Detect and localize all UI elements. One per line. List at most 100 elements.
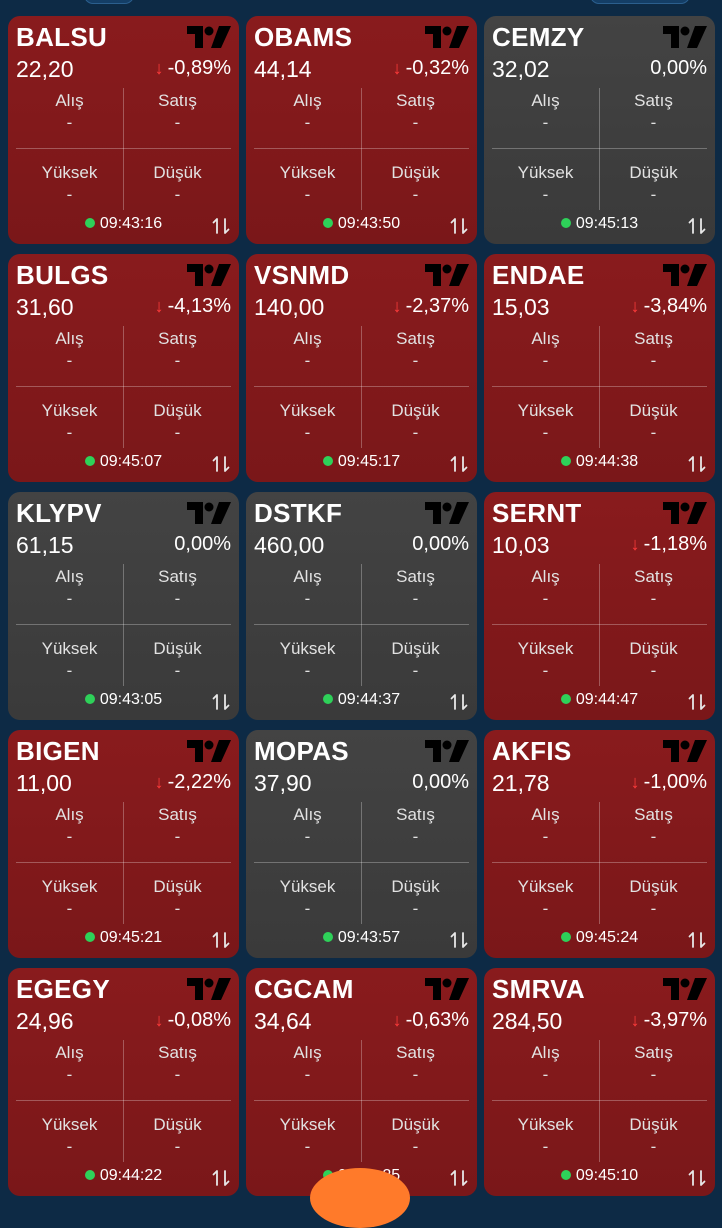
ask-value: -: [412, 589, 419, 608]
swap-vert-icon[interactable]: [687, 930, 707, 950]
tradingview-logo-icon[interactable]: [187, 264, 231, 286]
tradingview-logo-icon[interactable]: [425, 26, 469, 48]
swap-vert-icon[interactable]: [449, 454, 469, 474]
stock-tile-dstkf[interactable]: DSTKF 460,00 0,00% Alış - Satış - Yüksek: [246, 492, 477, 720]
swap-vert-icon[interactable]: [687, 216, 707, 236]
stock-tile-obams[interactable]: OBAMS 44,14 ↓ -0,32% Alış - Satış - Yüks…: [246, 16, 477, 244]
high-cell: Yüksek -: [492, 1114, 599, 1158]
percent-change-value: 0,00%: [412, 771, 469, 793]
last-price: 21,78: [492, 770, 550, 796]
swap-vert-icon[interactable]: [449, 216, 469, 236]
stock-tile-akfis[interactable]: AKFIS 21,78 ↓ -1,00% Alış - Satış - Yüks…: [484, 730, 715, 958]
swap-vert-icon[interactable]: [211, 930, 231, 950]
ask-label: Satış: [634, 91, 673, 110]
swap-vert-icon[interactable]: [687, 692, 707, 712]
high-cell: Yüksek -: [16, 400, 123, 444]
swap-vert-icon[interactable]: [449, 692, 469, 712]
percent-change-value: -0,08%: [167, 1009, 231, 1031]
stock-tile-cemzy[interactable]: CEMZY 32,02 0,00% Alış - Satış - Yüksek: [484, 16, 715, 244]
tradingview-logo-icon[interactable]: [663, 740, 707, 762]
tradingview-logo-icon[interactable]: [425, 740, 469, 762]
ask-label: Satış: [634, 329, 673, 348]
arrow-down-icon: ↓: [154, 1010, 164, 1030]
update-time: 09:43:50: [246, 215, 477, 233]
top-tab-right[interactable]: [590, 0, 690, 4]
grid-divider-vertical: [361, 88, 362, 210]
high-label: Yüksek: [41, 163, 98, 182]
stock-tile-egegy[interactable]: EGEGY 24,96 ↓ -0,08% Alış - Satış - Yüks…: [8, 968, 239, 1196]
tradingview-logo-icon[interactable]: [425, 502, 469, 524]
top-tab-left[interactable]: [84, 0, 134, 4]
stock-tile-vsnmd[interactable]: VSNMD 140,00 ↓ -2,37% Alış - Satış - Yük…: [246, 254, 477, 482]
stock-tile-mopas[interactable]: MOPAS 37,90 0,00% Alış - Satış - Yüksek: [246, 730, 477, 958]
quote-grid: Alış - Satış - Yüksek - Düşük -: [492, 564, 707, 686]
swap-vert-icon[interactable]: [211, 1168, 231, 1188]
tradingview-logo-icon[interactable]: [187, 26, 231, 48]
bid-cell: Alış -: [254, 328, 361, 372]
floating-action-button[interactable]: [310, 1168, 410, 1228]
tradingview-logo-icon[interactable]: [187, 740, 231, 762]
live-dot-icon: [322, 694, 333, 704]
stock-tile-endae[interactable]: ENDAE 15,03 ↓ -3,84% Alış - Satış - Yüks…: [484, 254, 715, 482]
bid-label: Alış: [531, 805, 560, 824]
tradingview-logo-icon[interactable]: [663, 26, 707, 48]
bid-cell: Alış -: [492, 1042, 599, 1086]
stock-tile-smrva[interactable]: SMRVA 284,50 ↓ -3,97% Alış - Satış - Yük…: [484, 968, 715, 1196]
low-value: -: [412, 899, 419, 918]
swap-vert-icon[interactable]: [687, 454, 707, 474]
ask-cell: Satış -: [600, 90, 707, 134]
swap-vert-icon[interactable]: [449, 930, 469, 950]
ask-value: -: [174, 351, 181, 370]
grid-divider-vertical: [361, 802, 362, 924]
grid-divider-horizontal: [16, 386, 231, 387]
high-cell: Yüksek -: [254, 638, 361, 682]
bid-cell: Alış -: [254, 804, 361, 848]
bid-label: Alış: [55, 91, 84, 110]
ask-label: Satış: [634, 1043, 673, 1062]
low-label: Düşük: [391, 1115, 440, 1134]
tradingview-logo-icon[interactable]: [187, 978, 231, 1000]
percent-change: ↓ -2,22%: [155, 771, 231, 794]
swap-vert-icon[interactable]: [449, 1168, 469, 1188]
live-dot-icon: [322, 932, 333, 942]
quote-grid: Alış - Satış - Yüksek - Düşük -: [254, 326, 469, 448]
ask-label: Satış: [396, 329, 435, 348]
high-value: -: [66, 899, 73, 918]
tradingview-logo-icon[interactable]: [425, 264, 469, 286]
high-cell: Yüksek -: [254, 162, 361, 206]
grid-divider-vertical: [361, 1040, 362, 1162]
low-cell: Düşük -: [124, 1114, 231, 1158]
high-value: -: [66, 423, 73, 442]
live-dot-icon: [84, 1170, 95, 1180]
stock-tile-bigen[interactable]: BIGEN 11,00 ↓ -2,22% Alış - Satış - Yüks…: [8, 730, 239, 958]
bid-cell: Alış -: [16, 90, 123, 134]
ask-value: -: [650, 351, 657, 370]
high-label: Yüksek: [41, 639, 98, 658]
percent-change-value: -2,22%: [167, 771, 231, 793]
tradingview-logo-icon[interactable]: [187, 502, 231, 524]
bid-label: Alış: [531, 1043, 560, 1062]
tradingview-logo-icon[interactable]: [663, 264, 707, 286]
last-price: 31,60: [16, 294, 74, 320]
swap-vert-icon[interactable]: [211, 216, 231, 236]
last-price: 61,15: [16, 532, 74, 558]
stock-tile-klypv[interactable]: KLYPV 61,15 0,00% Alış - Satış - Yüksek: [8, 492, 239, 720]
stock-symbol: CGCAM: [254, 974, 354, 1004]
tradingview-logo-icon[interactable]: [663, 978, 707, 1000]
quote-grid: Alış - Satış - Yüksek - Düşük -: [16, 1040, 231, 1162]
swap-vert-icon[interactable]: [211, 692, 231, 712]
swap-vert-icon[interactable]: [211, 454, 231, 474]
swap-vert-icon[interactable]: [687, 1168, 707, 1188]
stock-tile-balsu[interactable]: BALSU 22,20 ↓ -0,89% Alış - Satış - Yüks…: [8, 16, 239, 244]
stock-tile-sernt[interactable]: SERNT 10,03 ↓ -1,18% Alış - Satış - Yüks…: [484, 492, 715, 720]
ask-value: -: [174, 827, 181, 846]
ask-cell: Satış -: [124, 90, 231, 134]
high-cell: Yüksek -: [254, 876, 361, 920]
high-cell: Yüksek -: [492, 400, 599, 444]
high-value: -: [542, 1137, 549, 1156]
stock-tile-cgcam[interactable]: CGCAM 34,64 ↓ -0,63% Alış - Satış - Yüks…: [246, 968, 477, 1196]
tradingview-logo-icon[interactable]: [425, 978, 469, 1000]
stock-tile-bulgs[interactable]: BULGS 31,60 ↓ -4,13% Alış - Satış - Yüks…: [8, 254, 239, 482]
tradingview-logo-icon[interactable]: [663, 502, 707, 524]
percent-change: ↓ -0,89%: [155, 57, 231, 80]
